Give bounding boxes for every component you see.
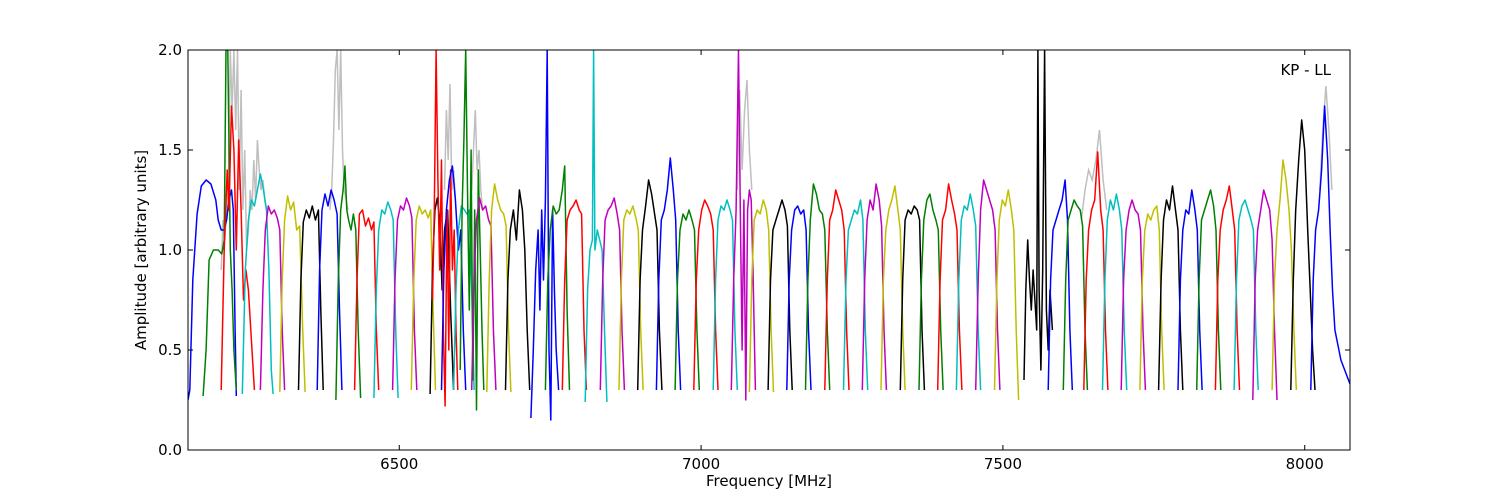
channel-series-line-20 bbox=[504, 189, 531, 391]
raw-overlay-line-2 bbox=[443, 83, 457, 201]
channel-series-line-32 bbox=[730, 50, 757, 401]
channel-series-line-46 bbox=[993, 189, 1020, 401]
channel-series-line-36 bbox=[804, 183, 831, 391]
y-tick-label: 0.0 bbox=[158, 441, 182, 459]
channel-series-line-24 bbox=[584, 50, 608, 403]
raw-overlay-line-3 bbox=[470, 109, 484, 211]
channel-series-line-62 bbox=[1310, 105, 1350, 391]
channel-series-line-11 bbox=[391, 197, 418, 391]
channel-series-line-38 bbox=[842, 199, 869, 391]
channel-series-line-9 bbox=[353, 209, 380, 391]
channel-series-line-4 bbox=[259, 205, 286, 391]
x-axis-ticks: 6500 7000 7500 8000 bbox=[380, 50, 1324, 473]
raw-overlay-layer bbox=[220, 50, 1333, 271]
channel-series-line-61 bbox=[1290, 119, 1316, 391]
y-tick-label: 0.5 bbox=[158, 341, 182, 359]
raw-overlay-line-1 bbox=[329, 50, 349, 211]
y-axis-label: Amplitude [arbitrary units] bbox=[132, 150, 150, 350]
channel-series-line-23 bbox=[561, 199, 588, 391]
series-layer bbox=[188, 50, 1350, 421]
y-tick-label: 2.0 bbox=[158, 41, 182, 59]
x-tick-label: 7000 bbox=[682, 455, 720, 473]
y-axis-ticks: 0.0 0.5 1.0 1.5 2.0 bbox=[158, 41, 1350, 459]
channel-series-line-18 bbox=[470, 197, 497, 391]
channel-series-line-40 bbox=[880, 185, 906, 391]
channel-series-line-48 bbox=[1047, 179, 1074, 391]
channel-series-line-16 bbox=[452, 205, 475, 391]
channel-series-line-15 bbox=[440, 165, 467, 391]
channel-series-line-2 bbox=[220, 105, 256, 391]
y-tick-label: 1.0 bbox=[158, 241, 182, 259]
channel-series-line-28 bbox=[655, 157, 682, 391]
channel-series-line-49 bbox=[1062, 199, 1089, 391]
channel-series-line-41 bbox=[899, 205, 926, 391]
channel-series-line-12 bbox=[410, 205, 437, 391]
baseline-annotation: KP - LL bbox=[1280, 61, 1331, 79]
y-tick-label: 1.5 bbox=[158, 141, 182, 159]
x-tick-label: 8000 bbox=[1286, 455, 1324, 473]
channel-series-line-3 bbox=[241, 173, 274, 395]
channel-series-line-0 bbox=[188, 179, 238, 401]
channel-series-line-14 bbox=[431, 50, 459, 407]
channel-series-line-47 bbox=[1023, 50, 1054, 381]
channel-series-line-59 bbox=[1252, 189, 1278, 401]
x-axis-label: Frequency [MHz] bbox=[706, 472, 832, 490]
channel-series-line-10 bbox=[373, 201, 399, 399]
channel-series-line-21 bbox=[530, 50, 560, 421]
channel-series-line-17 bbox=[459, 50, 485, 411]
x-tick-label: 6500 bbox=[380, 455, 418, 473]
x-tick-label: 7500 bbox=[984, 455, 1022, 473]
raw-overlay-line-5 bbox=[1080, 129, 1108, 221]
channel-series-line-30 bbox=[693, 199, 719, 391]
channel-series-line-8 bbox=[335, 165, 362, 401]
channel-series-line-54 bbox=[1157, 185, 1184, 391]
channel-series-line-44 bbox=[955, 193, 982, 391]
